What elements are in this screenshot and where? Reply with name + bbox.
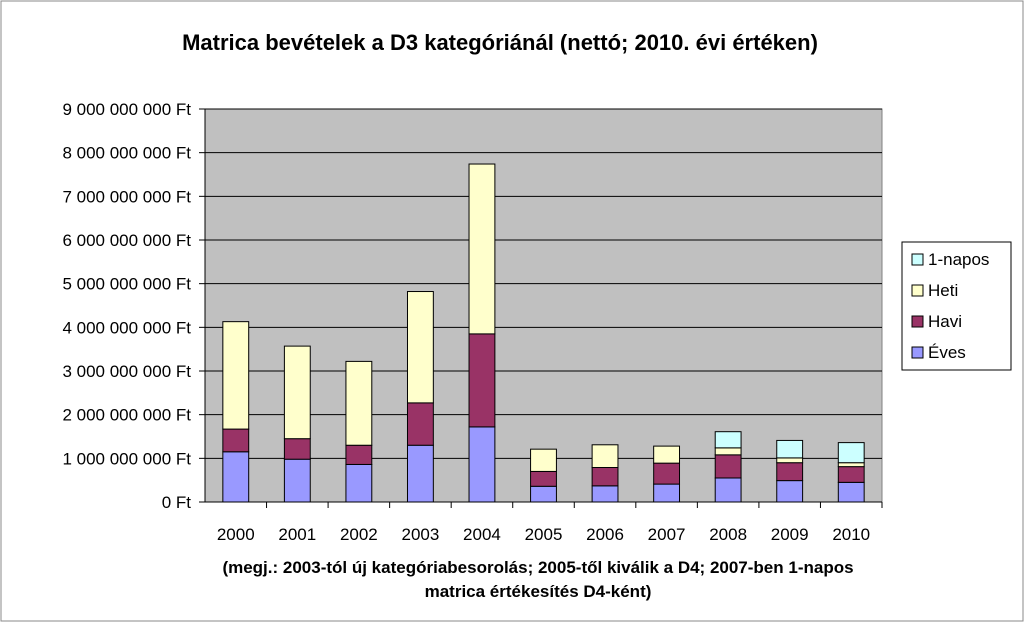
bar-segment <box>714 431 742 449</box>
bar-segment <box>591 444 619 469</box>
bar-segment <box>653 462 681 485</box>
x-tick-label: 2009 <box>771 525 809 544</box>
plot-background <box>204 108 883 503</box>
x-tick-label: 2010 <box>832 525 870 544</box>
legend-label: Éves <box>928 343 966 362</box>
bar-segment <box>468 333 496 428</box>
bar-segment <box>714 477 742 503</box>
x-tick-label: 2005 <box>525 525 563 544</box>
y-tick-label: 1 000 000 000 Ft <box>62 449 191 468</box>
bar-segment <box>222 321 250 430</box>
legend-label: Havi <box>928 312 962 331</box>
bar-segment <box>345 444 373 465</box>
bar-segment <box>406 291 434 404</box>
bar-segment <box>653 483 681 503</box>
x-tick-label: 2004 <box>463 525 501 544</box>
bar-segment <box>406 444 434 503</box>
y-tick-label: 5 000 000 000 Ft <box>62 275 191 294</box>
legend-swatch <box>911 284 924 297</box>
bar-segment <box>591 467 619 487</box>
x-tick-label: 2006 <box>586 525 624 544</box>
bar-segment <box>345 360 373 446</box>
bar-segment <box>714 454 742 479</box>
bar-segment <box>591 485 619 503</box>
y-tick-label: 8 000 000 000 Ft <box>62 144 191 163</box>
x-tick-label: 2002 <box>340 525 378 544</box>
bar-segment <box>283 438 311 460</box>
y-tick-label: 3 000 000 000 Ft <box>62 362 191 381</box>
bar-segment <box>837 442 865 464</box>
chart-title: Matrica bevételek a D3 kategóriánál (net… <box>182 30 818 55</box>
legend-swatch <box>911 346 924 359</box>
bar-segment <box>468 163 496 335</box>
bar-segment <box>837 466 865 483</box>
plot-area: 0 Ft 1 000 000 000 Ft 2 000 000 000 Ft 3 00… <box>62 100 883 544</box>
x-tick-label: 2001 <box>278 525 316 544</box>
bar-segment <box>776 480 804 503</box>
legend-swatch <box>911 253 924 266</box>
y-tick-label: 7 000 000 000 Ft <box>62 187 191 206</box>
bar-segment <box>653 445 681 464</box>
bar-segment <box>837 462 865 468</box>
x-tick-label: 2007 <box>648 525 686 544</box>
x-axis-note-line-1: (megj.: 2003-tól új kategóriabesorolás; … <box>222 558 853 577</box>
bar-segment <box>837 481 865 503</box>
bar-segment <box>406 402 434 446</box>
bar-segment <box>776 457 804 464</box>
bar-segment <box>530 470 557 487</box>
y-tick-label: 9 000 000 000 Ft <box>62 100 191 119</box>
x-axis-note-line-2: matrica értékesítés D4-ként) <box>425 582 652 601</box>
bar-segment <box>530 485 557 503</box>
y-tick-label: 6 000 000 000 Ft <box>62 231 191 250</box>
x-tick-label: 2003 <box>401 525 439 544</box>
bar-segment <box>776 439 804 459</box>
bar-segment <box>714 447 742 456</box>
bar-segment <box>776 462 804 482</box>
bar-segment <box>222 451 250 503</box>
legend-label: 1-napos <box>928 250 989 269</box>
x-tick-label: 2008 <box>709 525 747 544</box>
y-tick-label: 4 000 000 000 Ft <box>62 318 191 337</box>
legend-label: Heti <box>928 281 958 300</box>
legend: 1-napos Heti Havi Éves <box>901 241 1012 371</box>
bar-segment <box>283 458 311 503</box>
bar-segment <box>283 345 311 440</box>
x-tick-label: 2000 <box>217 525 255 544</box>
y-tick-label: 0 Ft <box>162 493 192 512</box>
bar-segment <box>468 426 496 503</box>
y-tick-label: 2 000 000 000 Ft <box>62 406 191 425</box>
bar-segment <box>530 448 557 472</box>
bar-segment <box>222 428 250 453</box>
bar-segment <box>345 463 373 503</box>
legend-swatch <box>911 315 924 328</box>
